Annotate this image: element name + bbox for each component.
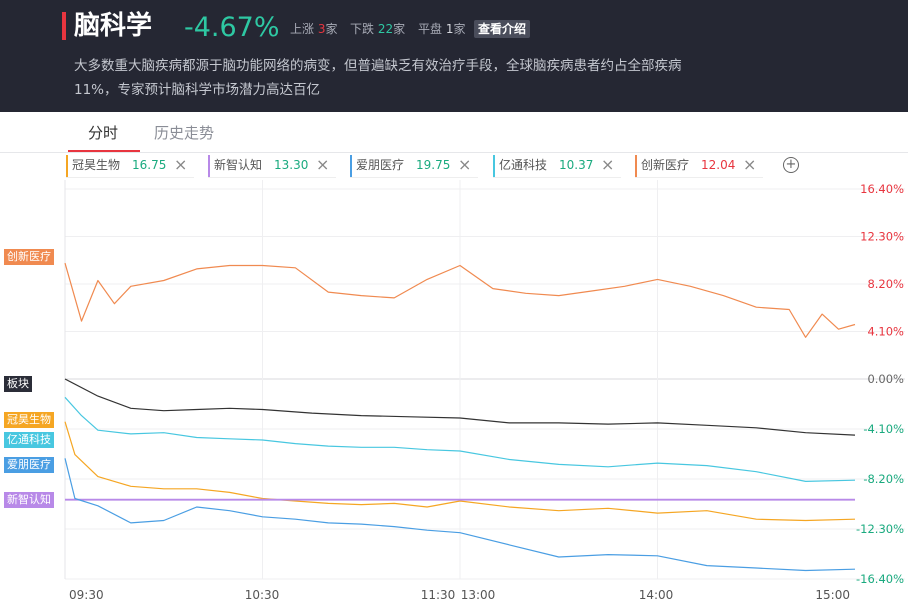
y-tick-label: -4.10% xyxy=(863,422,904,436)
flat-unit: 家 xyxy=(453,22,466,36)
y-tick-label: -16.40% xyxy=(856,572,904,586)
plus-circle-icon[interactable]: + xyxy=(783,157,799,173)
header-panel xyxy=(0,0,908,112)
series-label: 新智认知 xyxy=(4,492,54,508)
stock-chip[interactable]: 创新医疗 12.04 × xyxy=(635,153,763,178)
series-line xyxy=(64,396,856,482)
flat-stat: 平盘 1家 xyxy=(418,20,466,38)
chip-value: 12.04 xyxy=(701,158,736,172)
chip-color-bar xyxy=(493,155,495,177)
y-tick-label: 8.20% xyxy=(867,277,904,291)
x-tick-label: 15:00 xyxy=(815,588,850,602)
stock-chip[interactable]: 亿通科技 10.37 × xyxy=(493,153,621,178)
x-tick-label: 14:00 xyxy=(639,588,674,602)
down-count: 22 xyxy=(377,22,394,36)
stock-chip[interactable]: 爱朋医疗 19.75 × xyxy=(350,153,478,178)
flat-count: 1 xyxy=(445,22,454,36)
series-line xyxy=(64,378,856,436)
chip-color-bar xyxy=(635,155,637,177)
flat-label: 平盘 xyxy=(418,22,443,36)
y-tick-label: 0.00% xyxy=(867,372,904,386)
y-tick-label: 12.30% xyxy=(860,230,904,244)
series-label: 爱朋医疗 xyxy=(4,457,54,473)
x-tick-label: 09:30 xyxy=(69,588,104,602)
stock-chip[interactable]: 新智认知 13.30 × xyxy=(208,153,336,178)
close-icon[interactable]: × xyxy=(743,155,757,174)
chip-color-bar xyxy=(208,155,210,177)
change-percent: -4.67% xyxy=(184,12,280,43)
chip-color-bar xyxy=(350,155,352,177)
chip-name: 创新医疗 xyxy=(641,158,690,172)
series-label: 板块 xyxy=(4,376,32,392)
active-tab-underline xyxy=(68,150,140,152)
tab-intraday[interactable]: 分时 xyxy=(88,124,119,142)
page-title: 脑科学 xyxy=(74,11,153,41)
chip-value: 13.30 xyxy=(274,158,309,172)
title-accent-bar xyxy=(62,12,66,40)
view-intro-button[interactable]: 查看介绍 xyxy=(474,20,531,38)
x-tick-label: 10:30 xyxy=(245,588,280,602)
chip-name: 冠昊生物 xyxy=(72,158,121,172)
series-line xyxy=(64,262,856,338)
series-line xyxy=(64,421,856,522)
stock-chip[interactable]: 冠昊生物 16.75 × xyxy=(66,153,194,178)
down-stat: 下跌 22家 xyxy=(350,20,405,38)
y-tick-label: -8.20% xyxy=(863,472,904,486)
close-icon[interactable]: × xyxy=(458,155,472,174)
chip-color-bar xyxy=(66,155,68,177)
up-stat: 上涨 3家 xyxy=(290,20,338,38)
chip-value: 10.37 xyxy=(559,158,594,172)
y-tick-label: -12.30% xyxy=(856,522,904,536)
chip-name: 新智认知 xyxy=(214,158,263,172)
down-unit: 家 xyxy=(393,22,406,36)
tabs-bar xyxy=(0,112,908,152)
close-icon[interactable]: × xyxy=(174,155,188,174)
tab-history[interactable]: 历史走势 xyxy=(154,124,215,142)
series-line xyxy=(64,458,856,572)
chip-value: 19.75 xyxy=(416,158,451,172)
chip-name: 爱朋医疗 xyxy=(356,158,405,172)
y-tick-label: 4.10% xyxy=(867,325,904,339)
y-tick-label: 16.40% xyxy=(860,182,904,196)
close-icon[interactable]: × xyxy=(601,155,615,174)
x-tick-label: 13:00 xyxy=(461,588,496,602)
tabs-divider xyxy=(0,152,908,153)
up-unit: 家 xyxy=(325,22,338,36)
chip-value: 16.75 xyxy=(132,158,167,172)
close-icon[interactable]: × xyxy=(316,155,330,174)
down-label: 下跌 xyxy=(350,22,375,36)
up-count: 3 xyxy=(317,22,326,36)
x-tick-label: 11:30 xyxy=(421,588,456,602)
up-label: 上涨 xyxy=(290,22,315,36)
series-label: 冠昊生物 xyxy=(4,412,54,428)
description-text: 大多数重大脑疾病都源于脑功能网络的病变，但普遍缺乏有效治疗手段，全球脑疾病患者约… xyxy=(74,58,682,98)
chip-name: 亿通科技 xyxy=(499,158,548,172)
series-label: 创新医疗 xyxy=(4,249,54,265)
series-label: 亿通科技 xyxy=(4,432,54,448)
